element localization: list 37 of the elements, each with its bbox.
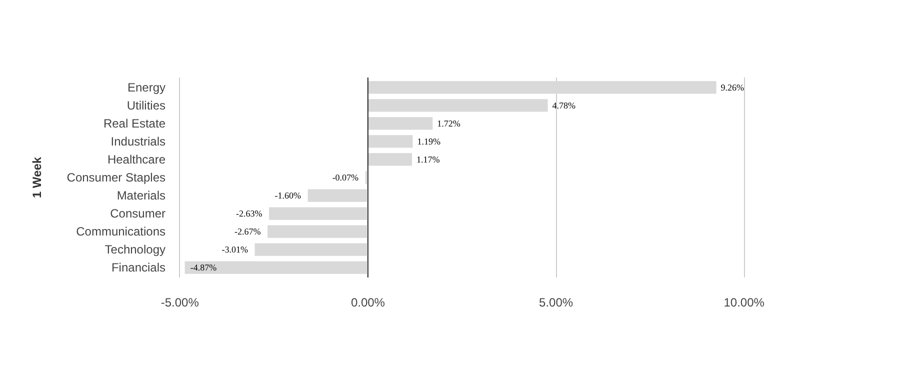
data-label: 4.78% — [552, 100, 576, 110]
bar — [308, 189, 368, 202]
y-tick-label: Real Estate — [103, 116, 166, 130]
x-tick-label: 0.00% — [350, 296, 386, 310]
bar — [268, 225, 368, 238]
data-label: 9.26% — [720, 82, 745, 92]
data-label: -0.07% — [332, 172, 360, 182]
y-tick-label: Consumer Staples — [66, 170, 166, 184]
x-tick-label: 10.00% — [724, 296, 765, 310]
data-label: -1.60% — [274, 190, 302, 201]
y-axis-title: 1 Week — [30, 156, 44, 198]
data-label: 1.17% — [416, 154, 440, 164]
bar — [368, 153, 412, 166]
x-tick-label: -5.00% — [160, 296, 200, 310]
y-tick-label: Financials — [111, 260, 166, 275]
y-tick-label: Technology — [104, 242, 166, 257]
x-tick-label: 5.00% — [539, 296, 574, 310]
data-label: -2.67% — [234, 226, 262, 237]
y-tick-label: Utilities — [126, 98, 166, 112]
bar — [368, 135, 413, 148]
y-tick-label: Industrials — [110, 134, 166, 148]
bar — [368, 117, 433, 130]
y-tick-label: Energy — [127, 80, 166, 94]
bar — [254, 243, 368, 256]
data-label: -3.01% — [222, 244, 248, 255]
data-label: 1.72% — [437, 118, 461, 128]
y-tick-label: Consumer — [110, 206, 166, 221]
bar — [368, 81, 716, 94]
y-tick-label: Communications — [76, 224, 166, 239]
y-tick-label: Healthcare — [107, 152, 166, 166]
y-tick-label: Materials — [116, 188, 166, 203]
bar — [368, 99, 548, 112]
bar — [269, 207, 368, 220]
bar — [184, 261, 368, 274]
data-label: -4.87% — [190, 262, 218, 273]
data-label: -2.63% — [236, 208, 263, 219]
data-label: 1.19% — [417, 136, 441, 146]
